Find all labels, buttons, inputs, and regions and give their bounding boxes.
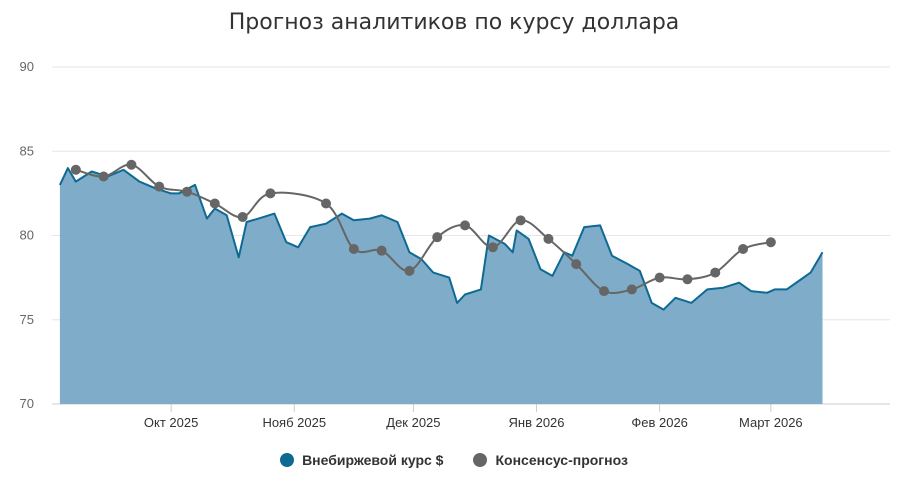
y-tick-label: 80 [20,228,34,243]
consensus-point[interactable] [571,259,582,270]
consensus-point[interactable] [487,242,498,253]
x-tick-label: Янв 2026 [509,415,565,430]
x-tick-label: Фев 2026 [631,415,688,430]
consensus-point[interactable] [126,159,137,170]
legend-label-otc-rate: Внебиржевой курс $ [302,452,444,468]
otc-rate-area [59,168,823,404]
consensus-point[interactable] [710,267,721,278]
legend-marker-otc-rate [280,453,295,467]
consensus-point[interactable] [654,272,665,283]
x-tick-label: Нояб 2025 [262,415,326,430]
consensus-point[interactable] [626,284,637,295]
consensus-point[interactable] [432,232,443,243]
y-tick-label: 90 [20,59,34,74]
consensus-point[interactable] [237,211,248,222]
y-tick-label: 70 [20,396,34,411]
consensus-point[interactable] [543,233,554,244]
x-tick-label: Окт 2025 [144,415,198,430]
x-tick-label: Март 2026 [739,415,803,430]
consensus-point[interactable] [321,198,332,209]
consensus-point[interactable] [154,181,165,192]
consensus-point[interactable] [765,237,776,248]
y-tick-label: 75 [20,312,34,327]
legend-item-otc-rate[interactable]: Внебиржевой курс $ [280,452,443,468]
consensus-point[interactable] [209,198,220,209]
consensus-point[interactable] [404,265,415,276]
consensus-point[interactable] [98,171,109,182]
consensus-point[interactable] [70,164,81,175]
area-series-group [58,167,824,404]
line-series-group [70,159,776,297]
consensus-point[interactable] [599,286,610,297]
consensus-point[interactable] [682,274,693,285]
consensus-point[interactable] [348,243,359,254]
legend: Внебиржевой курс $ Консенсус-прогноз [0,452,908,468]
consensus-point[interactable] [376,245,387,256]
legend-label-consensus: Консенсус-прогноз [495,452,628,468]
consensus-point[interactable] [182,186,193,197]
axes: 70 75 80 85 90 Окт 2025 Нояб 2025 Дек 2025 Янв 2… [20,59,803,430]
consensus-point[interactable] [460,220,471,231]
legend-item-consensus[interactable]: Консенсус-прогноз [473,452,628,468]
consensus-point[interactable] [515,215,526,226]
legend-marker-consensus [473,453,488,467]
chart-title: Прогноз аналитиков по курсу доллара [228,10,680,35]
consensus-point[interactable] [738,243,749,254]
otc-rate-line[interactable] [58,167,824,311]
x-tick-label: Дек 2025 [386,415,440,430]
consensus-point[interactable] [265,188,276,199]
y-tick-label: 85 [20,143,34,158]
